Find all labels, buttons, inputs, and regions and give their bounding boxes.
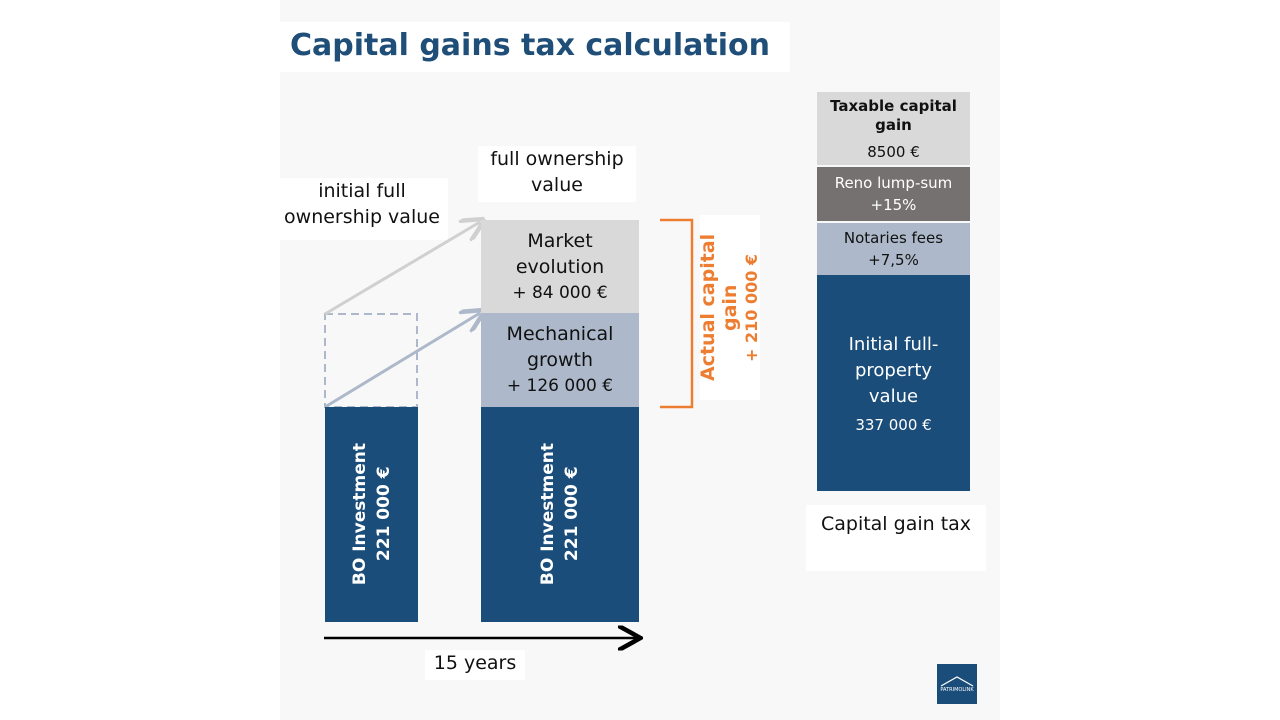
actual-gain-label: Actual capital gain + 210 000 € bbox=[697, 215, 761, 400]
bo-investment-bar-1: BO Investment 221 000 € bbox=[325, 407, 418, 622]
initial-label: Initial full-property value bbox=[848, 334, 939, 407]
actual-gain-value: + 210 000 € bbox=[742, 253, 761, 362]
tax-caption: Capital gain tax bbox=[806, 505, 986, 571]
initial-value-label: initial full ownership value bbox=[276, 178, 448, 240]
mechanical-arrow bbox=[324, 313, 480, 409]
mechanical-growth-segment: Mechanical growth + 126 000 € bbox=[481, 313, 639, 407]
mechanical-value: + 126 000 € bbox=[506, 376, 614, 396]
gain-bracket bbox=[660, 218, 694, 409]
notaries-value: +7,5% bbox=[868, 251, 919, 269]
market-evolution-segment: Market evolution + 84 000 € bbox=[481, 220, 639, 313]
bar1-label: BO Investment bbox=[349, 443, 370, 586]
bar2-label: BO Investment bbox=[538, 443, 558, 586]
mechanical-label: Mechanical growth bbox=[506, 323, 614, 371]
dashed-placeholder-box bbox=[324, 313, 418, 408]
initial-value: 337 000 € bbox=[855, 416, 932, 434]
market-arrow bbox=[324, 222, 480, 316]
actual-gain-title: Actual capital gain bbox=[697, 233, 741, 382]
market-value: + 84 000 € bbox=[512, 282, 608, 303]
reno-label: Reno lump-sum bbox=[834, 174, 953, 192]
market-label: Market evolution bbox=[515, 229, 605, 278]
timeline-label: 15 years bbox=[425, 650, 525, 680]
reno-value: +15% bbox=[870, 196, 917, 214]
taxable-value: 8500 € bbox=[867, 142, 920, 161]
taxable-gain-segment: Taxable capital gain 8500 € bbox=[817, 92, 970, 165]
notaries-segment: Notaries fees +7,5% bbox=[817, 223, 970, 275]
bar1-value: 221 000 € bbox=[373, 467, 394, 562]
page-title: Capital gains tax calculation bbox=[280, 22, 790, 72]
patrimolink-logo: PATRIMOLINK bbox=[937, 664, 977, 704]
svg-text:PATRIMOLINK: PATRIMOLINK bbox=[940, 687, 974, 693]
bo-investment-bar-2: BO Investment 221 000 € bbox=[481, 407, 639, 622]
reno-segment: Reno lump-sum +15% bbox=[817, 167, 970, 221]
initial-value-segment: Initial full-property value 337 000 € bbox=[817, 275, 970, 491]
bar2-value: 221 000 € bbox=[562, 467, 582, 562]
taxable-title: Taxable capital gain bbox=[830, 96, 957, 134]
notaries-label: Notaries fees bbox=[843, 229, 944, 247]
full-ownership-label: full ownership value bbox=[478, 146, 636, 202]
